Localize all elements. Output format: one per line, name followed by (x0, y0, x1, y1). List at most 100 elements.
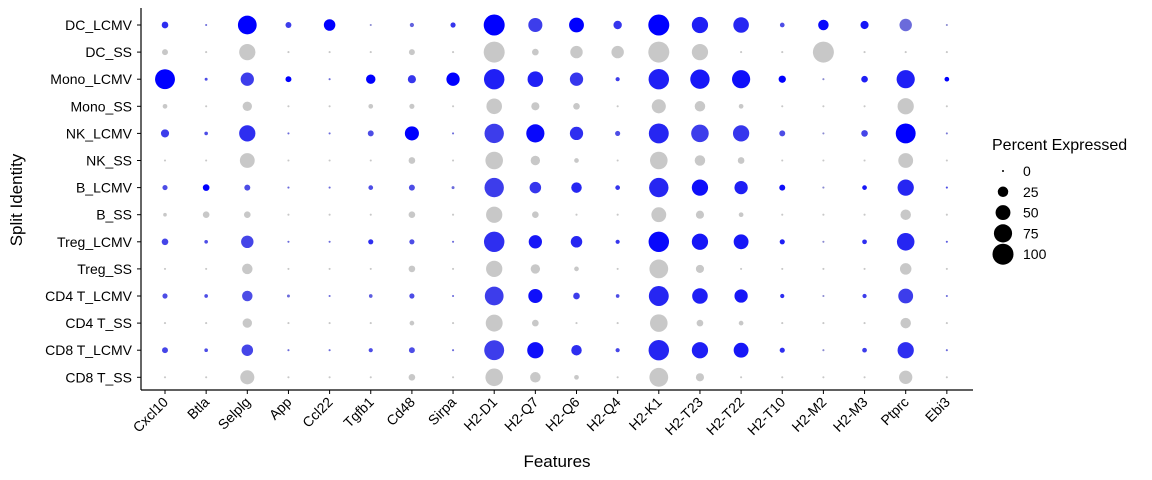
x-tick-label: App (266, 394, 295, 423)
x-tick-label: Btla (184, 394, 213, 423)
dot-point (452, 322, 455, 325)
dot-point (369, 51, 372, 54)
dot-point (323, 19, 336, 31)
dot-point (328, 349, 331, 352)
dot-point (616, 322, 619, 325)
dot-point (863, 159, 866, 162)
dot-point (452, 51, 455, 54)
dot-point (408, 265, 416, 273)
dot-point (368, 103, 374, 109)
dot-point (575, 213, 578, 216)
dot-point (945, 349, 948, 352)
dot-point (240, 72, 254, 86)
dot-point (530, 372, 541, 383)
dot-point (945, 267, 948, 270)
dot-point (486, 98, 502, 115)
x-tick-label: Tgfb1 (340, 394, 377, 431)
dot-point (613, 20, 622, 30)
dot-point (945, 132, 948, 135)
dot-point (163, 212, 167, 217)
legend-dot (997, 186, 1009, 198)
dot-point (163, 159, 167, 162)
dot-point (368, 185, 374, 190)
dot-point (945, 186, 948, 189)
dot-point (733, 234, 749, 250)
dot-point (695, 373, 705, 382)
dot-point (740, 51, 743, 54)
dot-point (452, 132, 455, 135)
dot-point (648, 123, 669, 144)
dot-point (945, 376, 948, 379)
dot-point (408, 49, 415, 56)
dot-point (368, 348, 373, 353)
x-tick-labels: Cxcl10 Btla Selplg App Ccl22 Tgfb1 Cd48 Sirpa H2… (130, 390, 953, 438)
dot-point (822, 159, 825, 162)
dot-point (243, 211, 251, 219)
dot-point (532, 319, 539, 327)
dot-point (737, 157, 745, 164)
dot-point (162, 293, 168, 299)
y-tick-label: Mono_SS (71, 98, 132, 114)
dot-point (285, 22, 292, 28)
dot-point (328, 240, 331, 243)
dot-point (163, 322, 167, 325)
x-axis-title: Features (523, 452, 590, 471)
dot-point (452, 240, 455, 243)
dot-point (532, 48, 539, 56)
dot-point (531, 102, 540, 111)
dot-point (897, 342, 914, 359)
dot-point (779, 22, 785, 28)
dot-point (328, 213, 331, 216)
dot-point (287, 159, 290, 162)
dot-point (483, 68, 505, 90)
dot-point (530, 264, 541, 274)
dot-point (896, 233, 915, 251)
dot-point (694, 155, 706, 166)
dot-point (822, 294, 825, 298)
dot-point (452, 267, 455, 270)
x-tick-label: Cd48 (383, 394, 418, 429)
dot-point (569, 17, 584, 33)
dot-point (369, 23, 372, 27)
dot-point (408, 157, 416, 164)
dot-point (616, 213, 619, 216)
dot-point (287, 213, 290, 216)
dot-point (162, 185, 168, 191)
dot-point (287, 322, 290, 325)
dot-point (822, 349, 825, 352)
dot-point (240, 370, 255, 385)
y-tick-label: B_SS (96, 207, 132, 223)
dot-point (615, 348, 620, 353)
dot-point (287, 186, 290, 189)
dot-point (898, 153, 914, 168)
dot-point (287, 267, 290, 270)
dot-point (571, 344, 582, 356)
size-legend: Percent Expressed 0 25 50 75 100 (992, 137, 1127, 265)
dot-point (244, 184, 251, 191)
dot-point (863, 267, 866, 270)
dot-point (945, 294, 948, 298)
dot-point (202, 184, 210, 191)
dot-point (328, 132, 331, 135)
dot-point (485, 314, 503, 332)
legend-label: 25 (1023, 184, 1039, 200)
dot-point (162, 49, 168, 56)
dot-point (822, 322, 825, 325)
dot-point (527, 71, 544, 87)
dot-point (328, 78, 331, 81)
dot-point (160, 129, 170, 138)
x-tick-label: H2-Q4 (583, 394, 624, 435)
dot-point (740, 376, 743, 379)
dot-point (328, 159, 331, 162)
dot-point (287, 132, 290, 135)
y-tick-labels: DC_LCMV DC_SS Mono_LCMV Mono_SS NK_LCMV NK_SS… (45, 17, 141, 385)
x-tick-label: H2-T10 (744, 394, 788, 438)
dot-point (781, 376, 784, 379)
dot-point (239, 43, 256, 61)
y-tick-label: Mono_LCMV (50, 71, 132, 87)
dot-point (696, 319, 704, 327)
legend-label: 75 (1023, 225, 1039, 241)
x-tick-label: H2-D1 (460, 394, 500, 434)
dot-point (945, 105, 948, 108)
dot-point (650, 151, 668, 170)
